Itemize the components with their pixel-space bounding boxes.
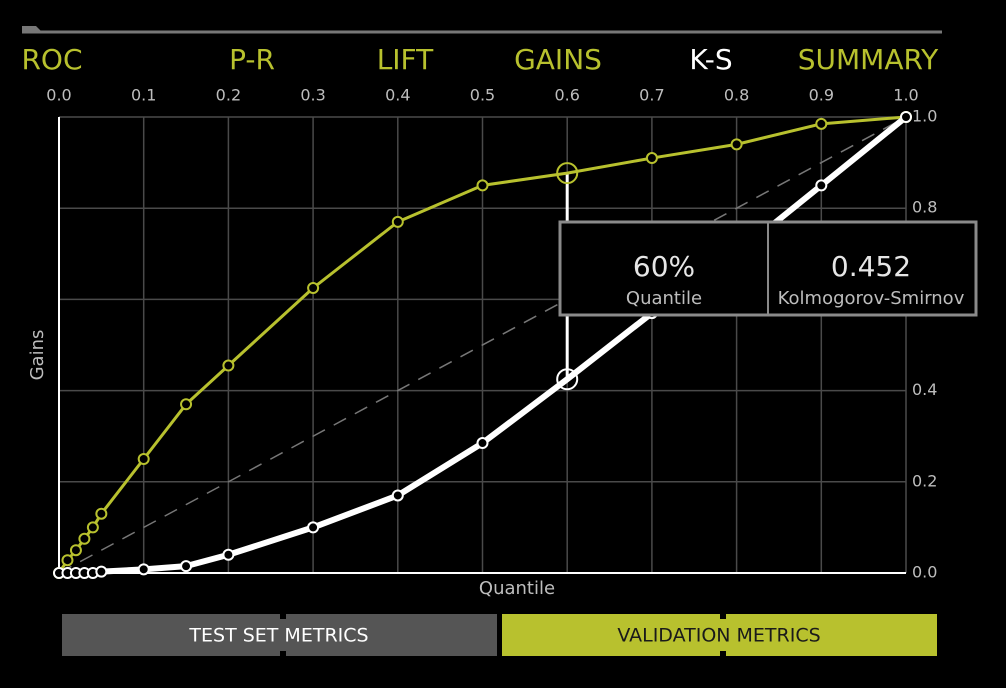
- x-axis-label: Quantile: [479, 578, 555, 599]
- x-tick-label: 0.1: [131, 86, 156, 105]
- x-tick-label: 0.9: [809, 86, 834, 105]
- baseline-diagonal: [58, 116, 907, 574]
- button-label[interactable]: VALIDATION METRICS: [617, 625, 820, 647]
- point: [78, 532, 91, 545]
- point: [180, 560, 193, 573]
- tab[interactable]: LIFT: [377, 43, 434, 76]
- x-tick-label: 0.0: [46, 86, 71, 105]
- tab[interactable]: P-R: [229, 43, 275, 76]
- button-notch: [720, 614, 726, 619]
- point: [900, 111, 912, 123]
- point: [307, 282, 320, 294]
- y-tick-label: 0.8: [912, 198, 937, 217]
- point: [222, 548, 235, 561]
- tab-indicator: [22, 26, 42, 32]
- x-tick-label: 0.4: [385, 86, 410, 105]
- tooltip-label: Kolmogorov-Smirnov: [778, 288, 965, 309]
- tooltip-value: 0.452: [831, 250, 911, 283]
- button-label[interactable]: TEST SET METRICS: [188, 625, 368, 647]
- point: [180, 398, 193, 411]
- point: [137, 563, 150, 576]
- x-tick-label: 1.0: [893, 86, 918, 105]
- point: [95, 507, 108, 520]
- point: [556, 162, 579, 185]
- point: [556, 368, 579, 391]
- y-tick-label: 0.4: [912, 380, 937, 399]
- point: [391, 489, 404, 502]
- x-tick-label: 0.5: [470, 86, 495, 105]
- point: [815, 117, 828, 130]
- x-tick-label: 0.2: [216, 86, 241, 105]
- point: [86, 521, 99, 534]
- x-tick-label: 0.8: [724, 86, 749, 105]
- x-tick-label: 0.7: [639, 86, 664, 105]
- point: [307, 521, 320, 534]
- y-tick-label: 0.2: [912, 471, 937, 490]
- tab[interactable]: ROC: [21, 43, 82, 76]
- y-tick-label: 0.0: [912, 563, 937, 582]
- point: [476, 437, 489, 450]
- point: [222, 359, 235, 372]
- x-tick-label: 0.6: [554, 86, 579, 105]
- point: [69, 544, 82, 557]
- tab[interactable]: SUMMARY: [798, 43, 939, 76]
- metrics-button[interactable]: [502, 614, 937, 656]
- point: [61, 554, 74, 567]
- button-notch: [280, 651, 286, 656]
- point: [815, 179, 828, 192]
- point: [645, 152, 658, 165]
- x-tick-label: 0.3: [300, 86, 325, 105]
- point: [137, 453, 150, 465]
- button-notch: [280, 614, 286, 619]
- y-tick-label: 1.0: [912, 107, 937, 126]
- point: [476, 179, 489, 192]
- tab[interactable]: K-S: [689, 43, 732, 76]
- button-notch: [720, 651, 726, 656]
- metrics-button[interactable]: [62, 614, 497, 656]
- tab[interactable]: GAINS: [514, 43, 602, 76]
- point: [95, 565, 108, 578]
- point: [730, 138, 743, 151]
- point: [391, 215, 404, 228]
- tooltip-label: Quantile: [626, 288, 702, 309]
- y-axis-label: Gains: [27, 330, 48, 381]
- tooltip-value: 60%: [633, 250, 695, 283]
